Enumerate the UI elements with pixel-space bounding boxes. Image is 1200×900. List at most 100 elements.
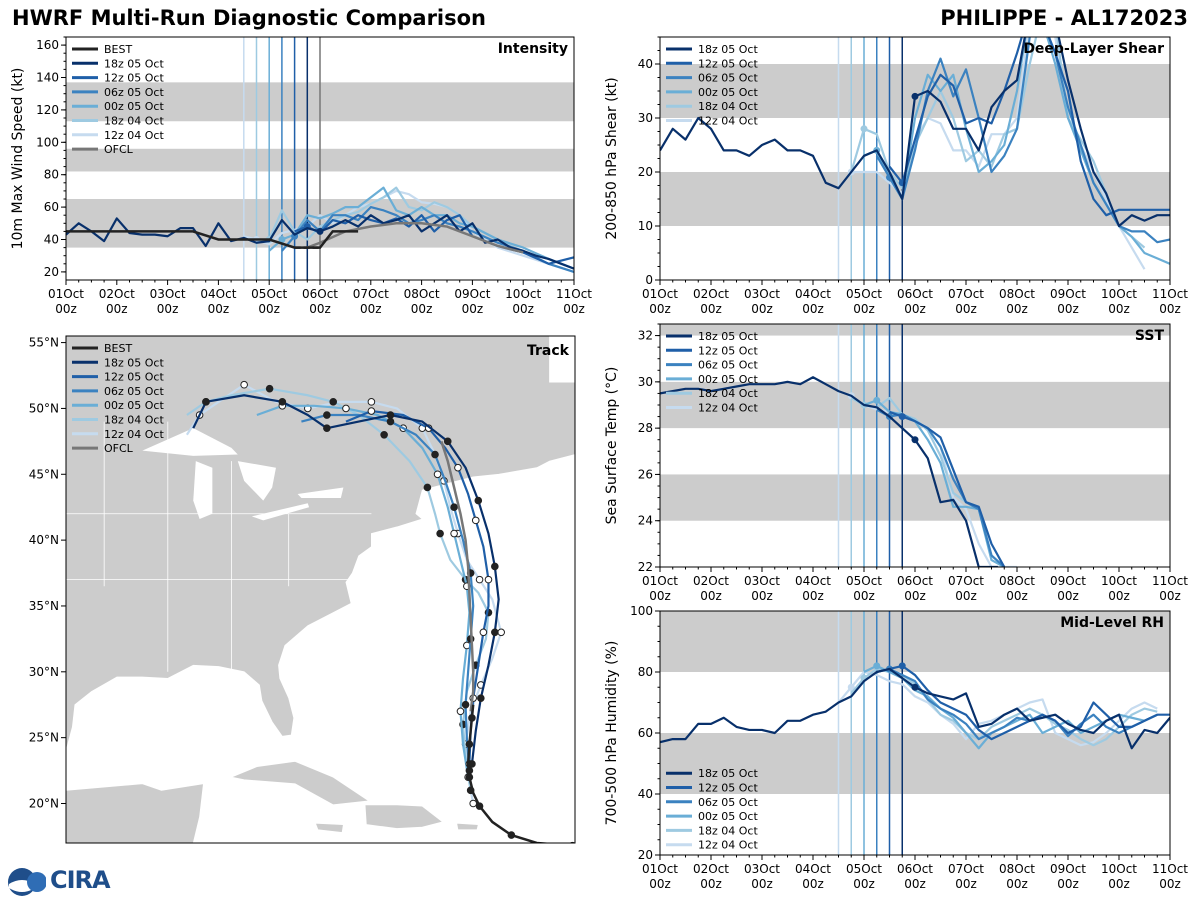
shear-xtick-sublabel: 00z [751,302,773,316]
sst-xtick-sublabel: 00z [751,589,773,603]
track-12z-05-Oct-marker [471,516,480,525]
shear-xtick-label: 05Oct [846,287,882,301]
sst-xtick-label: 06Oct [897,574,933,588]
intensity-plot-area [66,37,574,280]
shear-xtick-label: 02Oct [693,287,729,301]
sst-xtick-label: 07Oct [948,574,984,588]
track-06z-05-Oct-marker [431,450,439,459]
rh-xtick-label: 07Oct [948,862,984,876]
intensity-legend-label: OFCL [104,143,134,156]
intensity-xtick-label: 08Oct [404,287,440,301]
rh-xtick-sublabel: 00z [1159,877,1181,891]
sst-xtick-sublabel: 00z [802,589,824,603]
shear-ytick-label: 0 [645,273,653,287]
shear-series-line [863,37,1170,265]
noaa-logo-icon [8,868,46,896]
shear-xtick-sublabel: 00z [1006,302,1028,316]
intensity-ytick-label: 80 [44,168,59,182]
shear-legend-label: 12z 05 Oct [698,57,758,70]
shear-ylabel: 200-850 hPa Shear (kt) [604,77,620,239]
intensity-xtick-label: 09Oct [454,287,490,301]
lake-huron [237,461,276,501]
rh-panel: 2040608010001Oct00z02Oct00z03Oct00z04Oct… [604,604,1188,891]
track-18z-05-Oct-marker [491,628,499,637]
rh-xtick-sublabel: 00z [853,877,875,891]
track-18z-04-Oct-marker [329,398,338,406]
figure-title: HWRF Multi-Run Diagnostic Comparison [12,6,487,30]
rh-xtick-sublabel: 00z [751,877,773,891]
track-00z-05-Oct-marker [450,529,458,538]
puerto-rico-land [456,822,479,831]
intensity-legend-label: 12z 05 Oct [104,72,164,85]
intensity-series-line [294,214,574,265]
track-12z-05-Oct [345,409,490,765]
ofcl-track-line [440,440,475,712]
shear-xtick-label: 07Oct [948,287,984,301]
intensity-xtick-sublabel: 00z [512,302,534,316]
sst-ytick-label: 24 [638,514,653,528]
rh-ytick-label: 100 [630,604,653,618]
track-18z-04-Oct-marker [265,384,274,393]
shear-xtick-sublabel: 00z [700,302,722,316]
shear-xtick-label: 03Oct [744,287,780,301]
track-18z-04-Oct-marker [380,430,388,439]
logo-text: CIRA [50,866,111,894]
track-legend-label: 18z 05 Oct [104,356,164,369]
intensity-xtick-sublabel: 00z [55,302,77,316]
track-legend-label: 12z 05 Oct [104,371,164,384]
sst-ylabel: Sea Surface Temp (°C) [604,367,620,525]
sst-ytick-label: 30 [638,375,653,389]
rh-legend-label: 00z 05 Oct [698,810,758,823]
sst-panel: 22242628303201Oct00z02Oct00z03Oct00z04Oc… [604,323,1188,603]
track-legend-label: 00z 05 Oct [104,399,164,412]
lat-tick-label: 35°N [29,599,59,613]
intensity-xtick-label: 03Oct [150,287,186,301]
rh-legend-label: 18z 05 Oct [698,767,758,780]
sst-legend-label: 18z 05 Oct [698,330,758,343]
sst-panel-title: SST [1135,328,1165,344]
track-06z-05-Oct-marker [323,411,331,419]
track-map-area [66,336,575,843]
track-frame [65,335,576,844]
rh-panel-title: Mid-Level RH [1060,615,1164,631]
sst-xtick-label: 02Oct [693,574,729,588]
shear-panel-title: Deep-Layer Shear [1023,41,1164,57]
intensity-series-line [268,186,574,270]
sst-legend-label: 00z 05 Oct [698,373,758,386]
rh-band [660,611,1170,672]
sst-xtick-label: 04Oct [795,574,831,588]
rh-xtick-label: 06Oct [897,862,933,876]
track-00z-05-Oct-marker [433,470,442,479]
shear-xtick-label: 01Oct [642,287,678,301]
intensity-xtick-label: 04Oct [200,287,236,301]
shear-xtick-sublabel: 00z [1108,302,1130,316]
track-00z-05-Oct-marker [342,404,350,413]
track-legend-label: 12z 04 Oct [104,428,164,441]
sst-xtick-sublabel: 00z [649,589,671,603]
jamaica-land [314,822,344,833]
lat-tick-label: 55°N [29,336,59,350]
track-12z-04-Oct-marker [367,398,376,406]
shear-xtick-label: 04Oct [795,287,831,301]
rh-xtick-sublabel: 00z [649,877,671,891]
shear-xtick-label: 10Oct [1101,287,1137,301]
intensity-xtick-label: 01Oct [48,287,84,301]
sst-legend-label: 12z 04 Oct [698,402,758,415]
ofcl-line [306,222,524,254]
shear-legend-label: 18z 04 Oct [698,100,758,113]
intensity-init-marker [278,236,286,243]
lake-erie [251,503,310,521]
lat-tick-label: 45°N [29,467,59,481]
rh-xtick-label: 04Oct [795,862,831,876]
sst-xtick-sublabel: 00z [700,589,722,603]
sst-band [660,324,1170,336]
rh-legend-label: 12z 04 Oct [698,839,758,852]
shear-xtick-sublabel: 00z [802,302,824,316]
shear-legend-label: 06z 05 Oct [698,72,758,85]
track-18z-04-Oct-marker [436,529,444,538]
shear-ytick-label: 30 [638,111,653,125]
intensity-init-marker [316,227,324,235]
track-12z-04-Oct-marker [497,628,505,637]
intensity-legend-label: 18z 05 Oct [104,57,164,70]
track-panel: 20°N 25°N 30°N 35°N 40°N 45°N 50°N 55°N Track BES… [29,335,576,844]
